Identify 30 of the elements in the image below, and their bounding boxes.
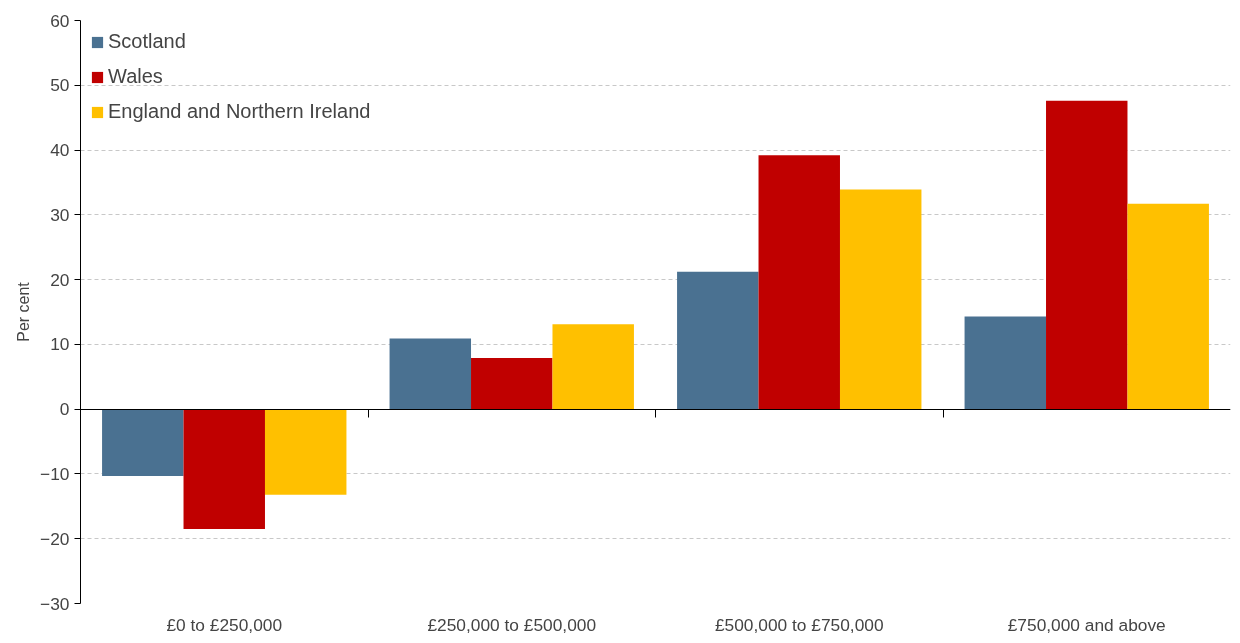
bar	[471, 357, 553, 410]
bar	[758, 155, 840, 410]
y-tick-label: −10	[40, 463, 70, 484]
y-tick-label: 20	[50, 269, 70, 290]
y-tick-label: 50	[50, 75, 70, 96]
y-tick-label: 60	[50, 10, 70, 31]
bar	[677, 271, 759, 410]
bar	[102, 409, 184, 476]
y-tick-label: 0	[59, 399, 70, 420]
bar	[839, 189, 922, 410]
x-tick-label: £750,000 and above	[1007, 614, 1166, 635]
y-tick-label: 10	[50, 334, 70, 355]
bar	[552, 324, 634, 410]
legend-label: England and Northern Ireland	[108, 100, 371, 123]
bar	[1046, 100, 1128, 410]
bar	[264, 409, 347, 495]
x-tick-label: £0 to £250,000	[166, 614, 283, 635]
y-tick-label: −20	[40, 528, 70, 549]
legend-label: Scotland	[108, 30, 186, 53]
bar	[183, 409, 265, 530]
bar	[964, 316, 1047, 410]
y-tick-label: 30	[50, 204, 70, 225]
bar	[389, 338, 472, 410]
x-tick-label: £250,000 to £500,000	[427, 614, 597, 635]
legend-label: Wales	[108, 65, 163, 88]
y-axis-title: Per cent	[15, 281, 33, 342]
bar	[1127, 203, 1209, 410]
y-tick-label: 40	[50, 140, 70, 161]
y-tick-label: −30	[40, 593, 70, 614]
x-tick-label: £500,000 to £750,000	[714, 614, 884, 635]
